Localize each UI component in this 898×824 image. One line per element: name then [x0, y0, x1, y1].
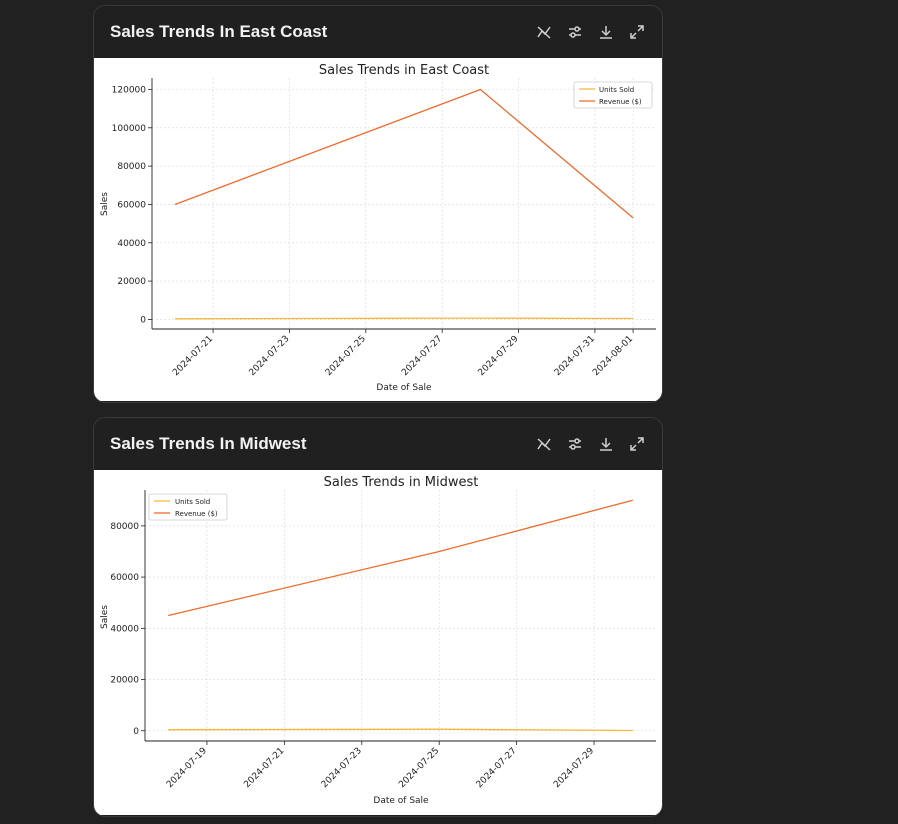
- plot-area: 0 20000 40000 60000 80000 100000 120000 2024-07…: [112, 78, 656, 378]
- x-axis-label: Date of Sale: [376, 383, 432, 393]
- legend-label-units: Units Sold: [599, 86, 634, 94]
- chart-title: Sales Trends in East Coast: [319, 63, 489, 78]
- series-line-units-sold: [174, 317, 634, 320]
- line-chart-midwest: Sales Trends in Midwest Sales Date of Sa…: [100, 475, 656, 806]
- y-tick-label: 20000: [117, 277, 146, 287]
- chart-legend: Units Sold Revenue ($): [148, 493, 228, 521]
- y-tick-label: 0: [133, 727, 139, 737]
- y-tick-label: 0: [140, 315, 146, 325]
- series-line-revenue: [174, 88, 634, 219]
- expand-icon[interactable]: [628, 435, 646, 453]
- x-tick-label: 2024-07-23: [248, 334, 292, 378]
- y-tick-label: 120000: [112, 85, 147, 95]
- legend-label-units: Units Sold: [175, 498, 210, 506]
- card-title: Sales Trends In Midwest: [110, 434, 307, 453]
- card-header: Sales Trends In Midwest: [94, 418, 662, 470]
- x-tick-label: 2024-07-21: [242, 746, 286, 790]
- series-line-units-sold: [168, 728, 633, 732]
- y-tick-label: 80000: [117, 162, 146, 172]
- y-tick-label: 40000: [110, 624, 139, 634]
- x-tick-label: 2024-07-27: [475, 746, 519, 790]
- y-tick-label: 60000: [117, 200, 146, 210]
- legend-label-revenue: Revenue ($): [175, 510, 218, 518]
- x-tick-label: 2024-07-21: [171, 334, 215, 378]
- card-toolbar: [535, 435, 646, 453]
- y-tick-label: 20000: [110, 676, 139, 686]
- chart-title: Sales Trends in Midwest: [324, 475, 479, 490]
- y-axis-label: Sales: [100, 192, 110, 216]
- chart-area: Sales Trends in Midwest Sales Date of Sa…: [94, 470, 662, 815]
- x-tick-label: 2024-07-25: [397, 746, 441, 790]
- card-toolbar: [535, 23, 646, 41]
- legend-label-revenue: Revenue ($): [599, 98, 642, 106]
- x-tick-label: 2024-07-23: [320, 746, 364, 790]
- y-tick-label: 60000: [110, 573, 139, 583]
- y-tick-label: 40000: [117, 239, 146, 249]
- settings-icon[interactable]: [566, 435, 584, 453]
- x-axis-label: Date of Sale: [373, 796, 429, 806]
- series-line-revenue: [168, 499, 633, 617]
- card-header: Sales Trends In East Coast: [94, 6, 662, 58]
- y-tick-label: 100000: [112, 124, 147, 134]
- line-chart-east-coast: Sales Trends in East Coast Sales Date of…: [100, 63, 656, 393]
- y-axis-label: Sales: [100, 605, 110, 629]
- chart-legend: Units Sold Revenue ($): [573, 81, 653, 109]
- download-icon[interactable]: [597, 435, 615, 453]
- card-title: Sales Trends In East Coast: [110, 22, 328, 41]
- expand-icon[interactable]: [628, 23, 646, 41]
- chart-card-east-coast: Sales Trends In East Coast Sales Trends …: [93, 5, 663, 403]
- plot-area: 0 20000 40000 60000 80000 2024-07-19 2024-07-2…: [110, 490, 656, 790]
- y-tick-label: 80000: [110, 522, 139, 532]
- x-tick-label: 2024-07-25: [324, 334, 368, 378]
- settings-icon[interactable]: [566, 23, 584, 41]
- x-tick-label: 2024-07-29: [477, 334, 521, 378]
- interactive-toggle-icon[interactable]: [535, 435, 553, 453]
- x-tick-label: 2024-07-19: [165, 746, 209, 790]
- x-tick-label: 2024-07-27: [400, 334, 444, 378]
- chart-area: Sales Trends in East Coast Sales Date of…: [94, 58, 662, 401]
- interactive-toggle-icon[interactable]: [535, 23, 553, 41]
- x-tick-label: 2024-07-29: [552, 746, 596, 790]
- chart-card-midwest: Sales Trends In Midwest Sales Trends in …: [93, 417, 663, 817]
- download-icon[interactable]: [597, 23, 615, 41]
- x-tick-label: 2024-08-01: [591, 334, 635, 378]
